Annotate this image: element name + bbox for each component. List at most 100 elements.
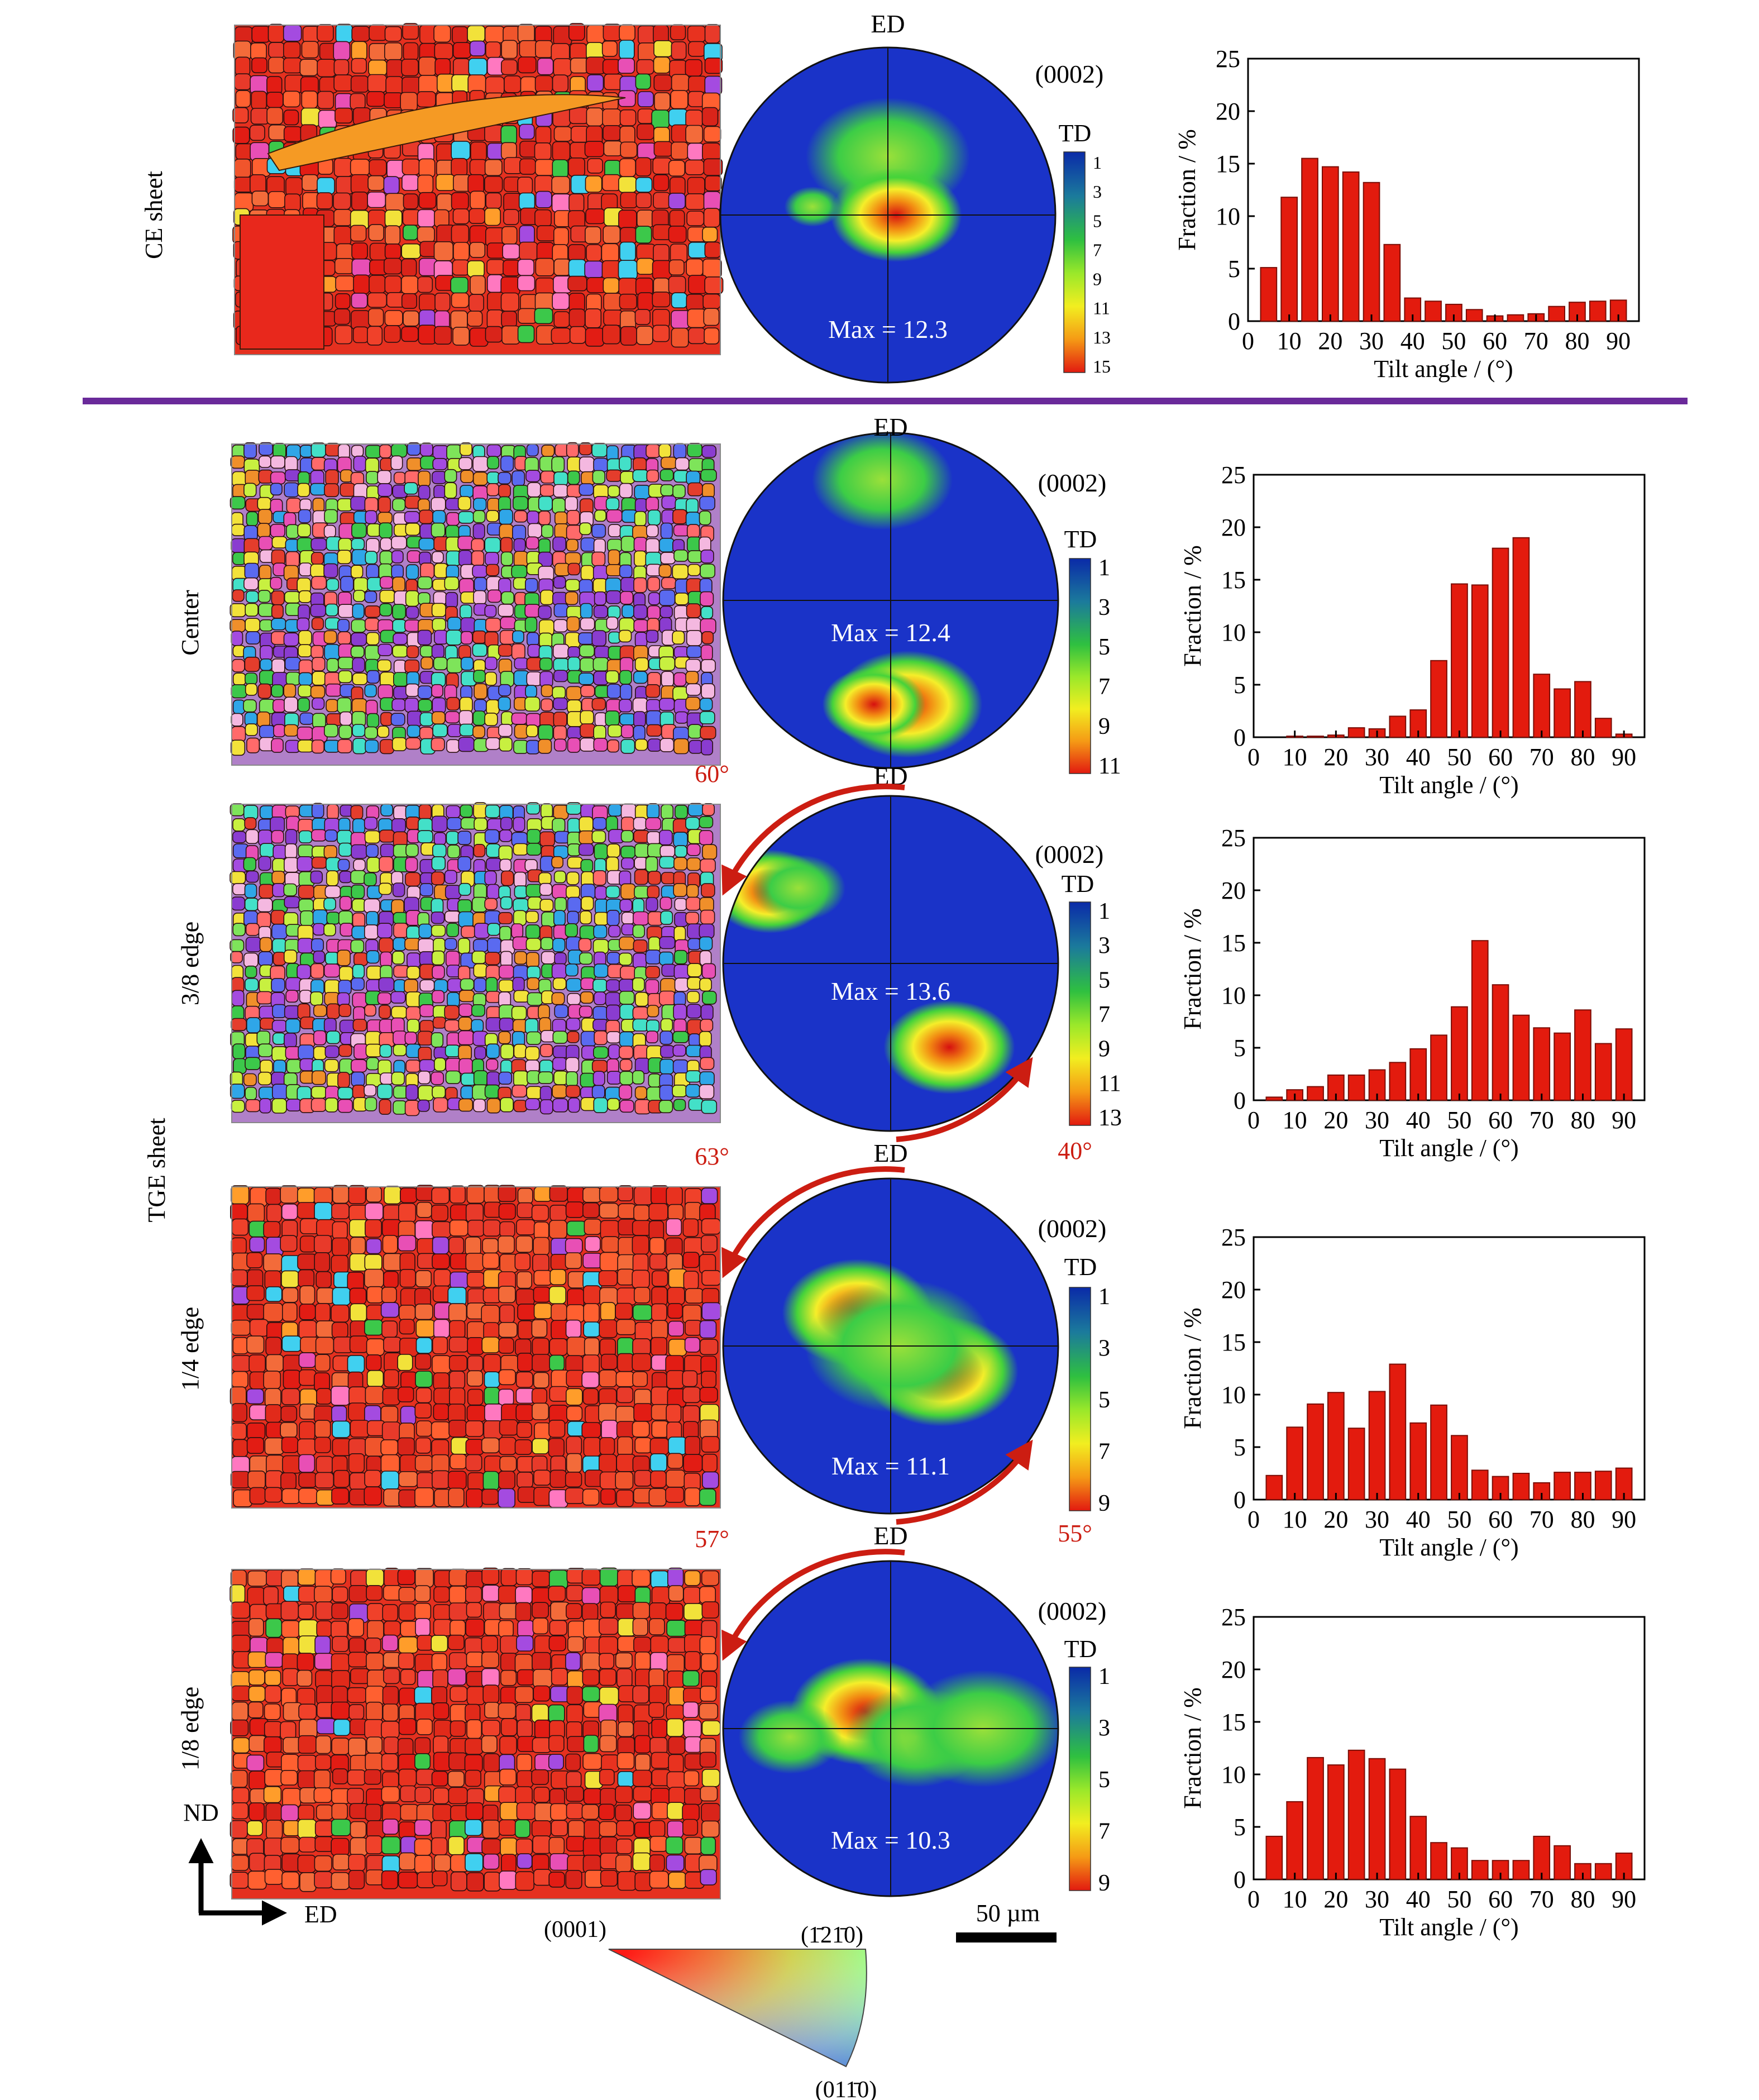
x-tick-label: 20 bbox=[1323, 1886, 1348, 1913]
rotation-top-label: 60° bbox=[695, 760, 729, 787]
bar bbox=[1554, 1845, 1571, 1881]
bar bbox=[1574, 681, 1591, 738]
pole-top-label: ED bbox=[873, 1139, 907, 1167]
x-tick-label: 50 bbox=[1447, 1886, 1471, 1913]
rotation-arrow-bottom bbox=[896, 1439, 1033, 1525]
bar bbox=[1409, 1816, 1427, 1880]
x-tick-label: 60 bbox=[1488, 1106, 1513, 1134]
y-tick-label: 25 bbox=[1221, 1603, 1246, 1631]
bar bbox=[1507, 314, 1524, 322]
bar bbox=[1307, 736, 1324, 738]
bar bbox=[1286, 1426, 1304, 1501]
bar bbox=[1554, 1472, 1571, 1501]
x-tick-label: 40 bbox=[1400, 327, 1425, 355]
bar bbox=[1465, 309, 1483, 322]
x-tick-label: 0 bbox=[1247, 1886, 1260, 1913]
row-label: Center bbox=[176, 590, 204, 656]
y-tick-label: 15 bbox=[1221, 1708, 1246, 1736]
legend-tick: 11 bbox=[1098, 753, 1121, 779]
bar bbox=[1492, 547, 1509, 738]
pole-plane-label: (0002) bbox=[1035, 840, 1104, 868]
pole-top-label: ED bbox=[873, 413, 907, 441]
bar bbox=[1301, 157, 1318, 322]
legend-tick: 15 bbox=[1093, 356, 1111, 376]
y-tick-label: 10 bbox=[1221, 619, 1246, 646]
bar bbox=[1307, 1403, 1324, 1500]
bar bbox=[1512, 1014, 1530, 1101]
bar bbox=[1265, 1096, 1283, 1101]
legend-title: TD bbox=[1064, 1635, 1097, 1663]
legend-tick: 9 bbox=[1098, 1491, 1110, 1516]
x-tick-label: 10 bbox=[1283, 1886, 1307, 1913]
tilt-angle-chart: 0 5 10 15 20 25 0 10 20 30 40 50 60 70 80 90 Tilt angle … bbox=[1179, 461, 1646, 799]
bar bbox=[1554, 688, 1571, 738]
bar bbox=[1594, 1471, 1612, 1500]
pole-top-label: ED bbox=[871, 9, 905, 38]
pole-plane-label: (0002) bbox=[1038, 469, 1107, 497]
legend-tick: 3 bbox=[1098, 1336, 1110, 1362]
bar bbox=[1615, 1028, 1633, 1101]
x-tick-label: 90 bbox=[1612, 1106, 1636, 1134]
y-tick-label: 0 bbox=[1234, 1486, 1246, 1514]
y-tick-label: 20 bbox=[1216, 98, 1240, 125]
y-tick-label: 15 bbox=[1221, 566, 1246, 594]
ebsd-map bbox=[230, 802, 721, 1123]
bar bbox=[1389, 715, 1407, 738]
pole-legend: TD1 3 5 7 9 11 bbox=[1064, 526, 1121, 779]
scale-bar: 50 µm bbox=[956, 1899, 1057, 1942]
x-tick-label: 20 bbox=[1323, 1106, 1348, 1134]
rotation-arrow-top bbox=[721, 1549, 905, 1661]
bar bbox=[1383, 244, 1401, 322]
ipf-key-1210-label: (1̄21̄0) bbox=[801, 1922, 863, 1948]
y-tick-label: 25 bbox=[1221, 461, 1246, 489]
bar bbox=[1471, 584, 1489, 738]
pole-max-label: Max = 12.3 bbox=[828, 315, 948, 343]
bar bbox=[1327, 1392, 1345, 1500]
x-axis-label: Tilt angle / (°) bbox=[1374, 355, 1513, 383]
x-tick-label: 70 bbox=[1529, 1886, 1554, 1913]
x-tick-label: 60 bbox=[1488, 1506, 1513, 1533]
y-tick-label: 5 bbox=[1234, 1034, 1246, 1062]
bar bbox=[1327, 1764, 1345, 1881]
row-label: 1/4 edge bbox=[176, 1307, 204, 1391]
y-tick-label: 0 bbox=[1234, 1866, 1246, 1893]
bar bbox=[1280, 197, 1298, 322]
nd-axis-label: ND bbox=[183, 1799, 219, 1826]
y-tick-label: 0 bbox=[1234, 1087, 1246, 1114]
rotation-top-label: 57° bbox=[695, 1525, 729, 1553]
ebsd-map bbox=[232, 23, 724, 355]
pole-plane-label: (0002) bbox=[1038, 1597, 1107, 1625]
legend-tick: 9 bbox=[1098, 714, 1110, 739]
pole-figure: ED Max = 10.3 (0002) 57° bbox=[695, 1521, 1107, 1897]
legend-tick: 9 bbox=[1098, 1870, 1110, 1896]
bar bbox=[1368, 1391, 1386, 1500]
pole-top-label: ED bbox=[873, 1521, 907, 1550]
x-tick-label: 20 bbox=[1323, 1506, 1348, 1533]
bar bbox=[1471, 940, 1489, 1101]
bar bbox=[1322, 166, 1339, 322]
bar bbox=[1451, 1006, 1468, 1101]
bar bbox=[1286, 1801, 1304, 1880]
pole-plane-label: (0002) bbox=[1035, 60, 1104, 88]
legend-tick: 7 bbox=[1098, 1439, 1110, 1465]
y-tick-label: 0 bbox=[1234, 724, 1246, 751]
rotation-arrow-bottom bbox=[896, 1057, 1033, 1142]
legend-tick: 5 bbox=[1098, 1767, 1110, 1793]
x-tick-label: 20 bbox=[1318, 327, 1342, 355]
x-tick-label: 30 bbox=[1365, 1886, 1389, 1913]
x-tick-label: 10 bbox=[1277, 327, 1302, 355]
x-tick-label: 0 bbox=[1247, 1506, 1260, 1533]
rotation-bottom-label: 40° bbox=[1058, 1137, 1092, 1164]
x-tick-label: 0 bbox=[1242, 327, 1254, 355]
bar bbox=[1347, 727, 1365, 738]
bar bbox=[1471, 1860, 1489, 1880]
bar bbox=[1512, 1473, 1530, 1500]
bar bbox=[1265, 1835, 1283, 1880]
ipf-key-0110-label: (011̄0) bbox=[815, 2077, 877, 2100]
legend-tick: 1 bbox=[1098, 555, 1110, 581]
row-center: Center ED Max = 12.4 (0002) TD1 3 5 7 9 11 0 5 10 15 2… bbox=[176, 413, 1646, 799]
y-tick-label: 5 bbox=[1234, 1434, 1246, 1461]
x-tick-label: 60 bbox=[1488, 743, 1513, 771]
